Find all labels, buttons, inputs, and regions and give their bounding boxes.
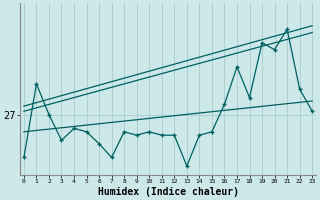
X-axis label: Humidex (Indice chaleur): Humidex (Indice chaleur): [98, 186, 238, 197]
